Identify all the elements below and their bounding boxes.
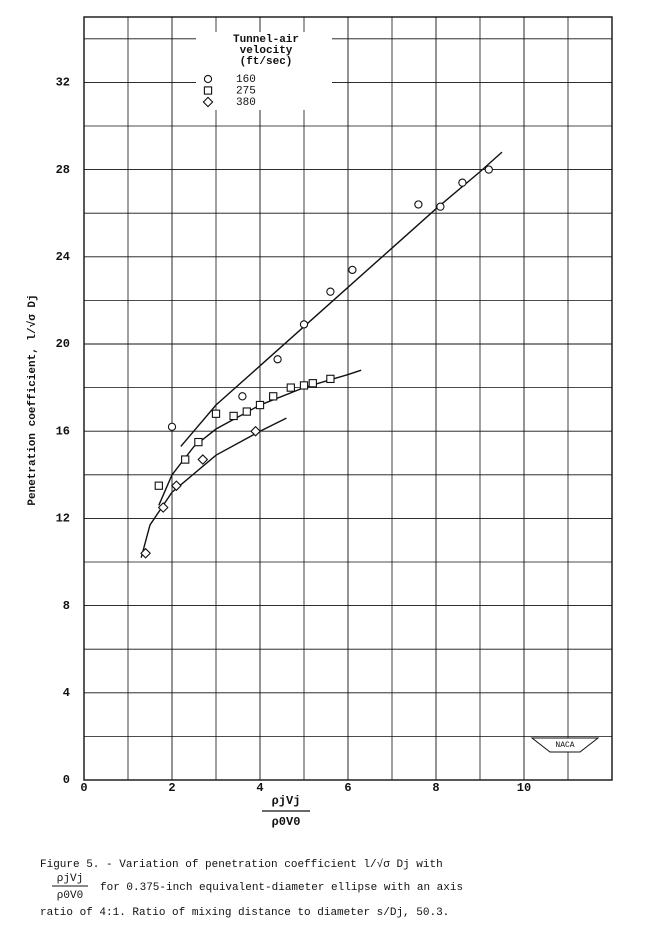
caption-line: for 0.375-inch equivalent-diameter ellip… bbox=[100, 882, 463, 894]
x-tick-label: 6 bbox=[344, 781, 351, 795]
marker bbox=[484, 165, 493, 174]
logo-wing bbox=[530, 737, 600, 753]
fit-curve bbox=[158, 369, 362, 506]
legend-label: 380 bbox=[236, 97, 256, 109]
y-axis-label: Penetration coefficient, l/√σ Dj bbox=[26, 294, 39, 505]
marker bbox=[211, 409, 221, 418]
y-tick-label: 16 bbox=[56, 424, 70, 438]
legend-marker bbox=[203, 86, 213, 95]
caption-line: ratio of 4:1. Ratio of mixing distance t… bbox=[40, 907, 449, 919]
logo-text: NACA bbox=[555, 741, 574, 750]
y-tick-label: 32 bbox=[56, 76, 70, 90]
y-tick-label: 28 bbox=[56, 163, 70, 177]
marker bbox=[157, 502, 169, 513]
marker bbox=[238, 392, 247, 401]
legend-marker bbox=[202, 96, 214, 108]
x-label-numerator: ρjVj bbox=[272, 794, 301, 808]
legend-box bbox=[196, 32, 332, 110]
y-tick-label: 0 bbox=[63, 773, 70, 787]
marker bbox=[458, 178, 467, 187]
legend-title: (ft/sec) bbox=[240, 56, 293, 68]
marker bbox=[181, 455, 190, 464]
x-tick-label: 4 bbox=[256, 781, 263, 795]
marker bbox=[414, 200, 423, 209]
marker bbox=[154, 481, 163, 490]
marker bbox=[242, 407, 251, 416]
legend-label: 160 bbox=[236, 74, 256, 86]
legend-label: 275 bbox=[236, 85, 256, 97]
marker bbox=[197, 454, 209, 465]
marker bbox=[229, 411, 238, 421]
marker bbox=[436, 202, 445, 211]
plot-frame bbox=[83, 16, 613, 781]
y-tick-label: 4 bbox=[63, 686, 70, 700]
marker bbox=[250, 425, 261, 437]
caption-fraction-den: ρ0V0 bbox=[57, 890, 83, 902]
caption-fraction-num: ρjVj bbox=[57, 873, 83, 885]
marker bbox=[273, 355, 282, 364]
fit-curve bbox=[180, 151, 503, 447]
y-tick-label: 24 bbox=[56, 250, 70, 264]
y-tick-label: 12 bbox=[56, 512, 70, 526]
fit-curve bbox=[140, 417, 287, 558]
legend-title: velocity bbox=[240, 45, 293, 57]
y-tick-label: 8 bbox=[63, 599, 70, 613]
marker bbox=[140, 547, 151, 559]
marker bbox=[171, 480, 182, 492]
marker bbox=[255, 400, 265, 410]
marker bbox=[299, 320, 309, 329]
x-label-denominator: ρ0V0 bbox=[272, 815, 301, 829]
marker bbox=[348, 265, 357, 275]
marker bbox=[326, 374, 335, 384]
marker bbox=[308, 379, 317, 388]
legend-title: Tunnel-air bbox=[233, 34, 299, 46]
caption-line: Figure 5. - Variation of penetration coe… bbox=[40, 858, 443, 871]
x-tick-label: 10 bbox=[517, 781, 531, 795]
marker bbox=[326, 287, 335, 296]
x-tick-label: 2 bbox=[168, 781, 175, 795]
marker bbox=[269, 392, 278, 401]
marker bbox=[194, 437, 203, 447]
marker bbox=[299, 381, 309, 390]
naca-logo: NACA bbox=[530, 737, 600, 753]
legend-marker bbox=[203, 74, 213, 84]
x-tick-label: 0 bbox=[80, 781, 87, 795]
x-tick-label: 8 bbox=[432, 781, 439, 795]
marker bbox=[167, 422, 177, 431]
marker bbox=[286, 383, 295, 392]
y-tick-label: 20 bbox=[56, 337, 70, 351]
